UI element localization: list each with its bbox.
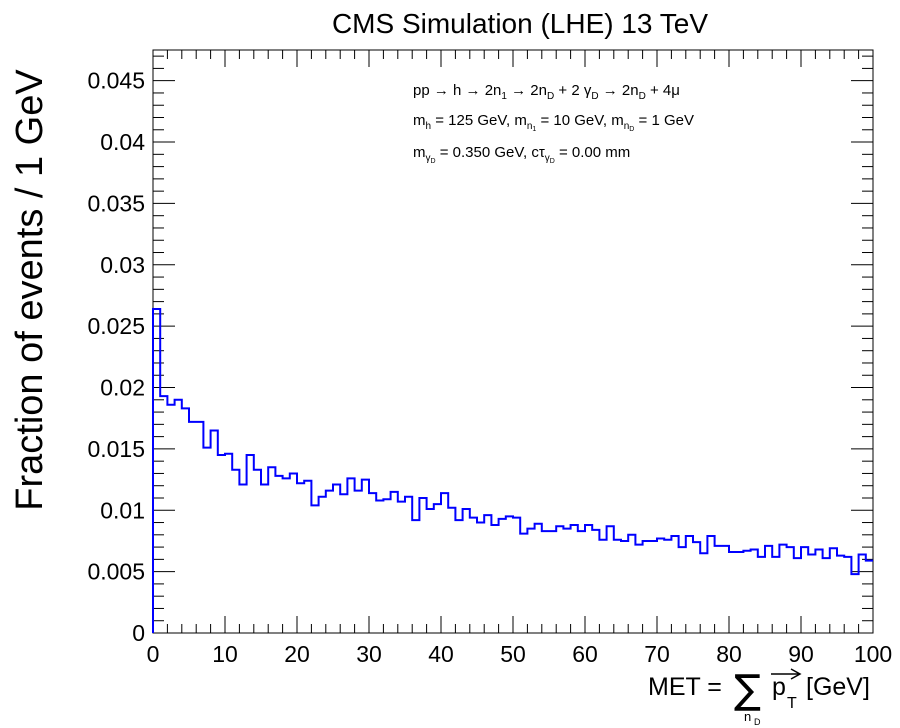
x-label-vector-sub: T [787, 695, 797, 712]
annotation-line-3: mγD = 0.350 GeV, cτγD = 0.00 mm [413, 144, 630, 165]
histogram-line [153, 309, 873, 633]
x-tick-label: 90 [788, 641, 814, 667]
x-tick-label: 30 [356, 641, 382, 667]
x-axis-label: MET = ∑ n D p T [GeV] [648, 667, 870, 727]
y-tick-label: 0.015 [87, 436, 145, 462]
y-tick-label: 0.01 [100, 497, 145, 523]
x-tick-label: 20 [284, 641, 310, 667]
physics-annotations: pp → h → 2n1 → 2nD + 2 γD → 2nD + 4μ mh … [413, 82, 694, 165]
x-label-unit: [GeV] [806, 673, 870, 701]
x-tick-label: 50 [500, 641, 526, 667]
annotation-line-2: mh = 125 GeV, mn1 = 10 GeV, mnD = 1 GeV [413, 112, 694, 133]
x-tick-label: 100 [854, 641, 892, 667]
y-axis-label: Fraction of events / 1 GeV [9, 69, 51, 511]
y-tick-label: 0.035 [87, 190, 145, 216]
y-tick-label: 0.03 [100, 252, 145, 278]
y-tick-label: 0.005 [87, 559, 145, 585]
x-label-prefix: MET = [648, 673, 722, 701]
x-tick-label: 0 [147, 641, 160, 667]
x-tick-label: 10 [212, 641, 238, 667]
x-label-sum-sub: n [744, 709, 751, 724]
x-tick-label: 70 [644, 641, 670, 667]
x-tick-label: 80 [716, 641, 742, 667]
y-tick-label: 0.04 [100, 129, 145, 155]
y-tick-label: 0.02 [100, 375, 145, 401]
x-label-sum-symbol: ∑ [734, 667, 761, 713]
x-tick-label: 60 [572, 641, 598, 667]
chart-title: CMS Simulation (LHE) 13 TeV [332, 8, 708, 39]
x-label-vector: p [772, 673, 786, 701]
x-label-sum-subsub: D [754, 717, 761, 727]
y-tick-label: 0.025 [87, 313, 145, 339]
y-tick-label: 0 [132, 620, 145, 646]
annotation-line-1: pp → h → 2n1 → 2nD + 2 γD → 2nD + 4μ [413, 82, 680, 102]
x-tick-label: 40 [428, 641, 454, 667]
y-tick-label: 0.045 [87, 68, 145, 94]
